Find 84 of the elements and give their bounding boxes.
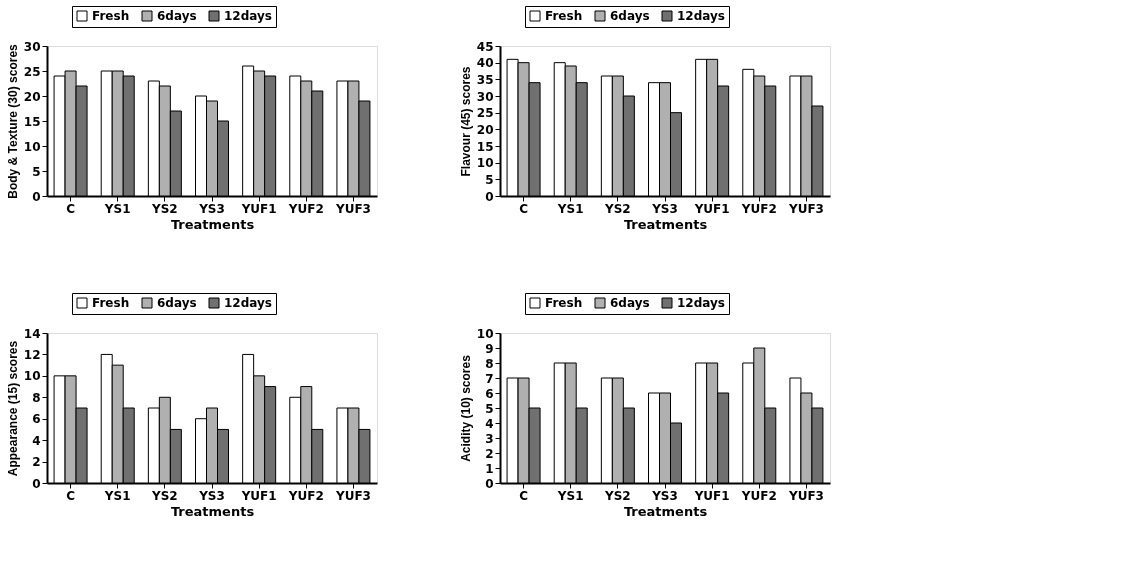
x-axis-title: Treatments: [623, 216, 708, 232]
legend-label: Fresh: [545, 296, 583, 310]
y-tick-label: 7: [485, 371, 494, 386]
y-axis-title: Acidity (10) scores: [458, 354, 473, 462]
x-tick-label: YS1: [556, 488, 584, 503]
y-tick-label: 9: [485, 341, 494, 356]
y-tick-label: 1: [485, 461, 494, 476]
y-tick-label: 2: [32, 455, 41, 470]
x-tick-label: YUF3: [787, 201, 824, 216]
x-tick-label: YS3: [198, 488, 225, 503]
y-tick-label: 8: [32, 390, 41, 405]
x-tick-label: YS2: [604, 488, 631, 503]
legend-label: 12days: [224, 296, 272, 310]
x-tick-label: YUF2: [740, 201, 777, 216]
y-tick-label: 10: [23, 369, 41, 384]
y-tick-label: 35: [476, 72, 494, 87]
y-tick-label: 10: [23, 139, 41, 154]
x-tick-label: YUF3: [787, 488, 824, 503]
y-tick-label: 3: [485, 431, 494, 446]
x-tick-label: YUF1: [693, 201, 730, 216]
legend-label: 12days: [224, 9, 272, 23]
y-tick-label: 5: [485, 401, 494, 416]
x-tick-label: C: [66, 201, 76, 216]
y-tick-label: 25: [476, 106, 494, 121]
x-tick-label: YS1: [103, 488, 131, 503]
y-tick-label: 4: [485, 416, 494, 431]
y-tick-label: 15: [23, 114, 41, 129]
legend-label: 6days: [610, 296, 650, 310]
y-tick-label: 20: [476, 122, 494, 137]
y-tick-label: 12: [23, 347, 41, 362]
y-tick-label: 0: [485, 189, 494, 204]
legend-label: 6days: [157, 9, 197, 23]
legend-label: 12days: [677, 296, 725, 310]
y-tick-label: 30: [23, 39, 41, 54]
x-tick-label: YUF1: [693, 488, 730, 503]
legend-label: Fresh: [92, 9, 130, 23]
x-axis-title: Treatments: [170, 503, 255, 519]
x-tick-label: YS1: [556, 201, 584, 216]
y-axis-title: Body & Texture (30) scores: [5, 43, 20, 199]
y-tick-label: 0: [485, 476, 494, 491]
y-tick-label: 5: [485, 172, 494, 187]
x-axis-title: Treatments: [623, 503, 708, 519]
x-tick-label: YUF1: [240, 201, 277, 216]
x-tick-label: YS2: [604, 201, 631, 216]
legend-label: Fresh: [92, 296, 130, 310]
x-tick-label: YS3: [198, 201, 225, 216]
y-axis-title: Appearance (15) scores: [5, 340, 20, 477]
x-tick-label: YS2: [151, 201, 178, 216]
y-tick-label: 4: [32, 433, 41, 448]
y-tick-label: 30: [476, 89, 494, 104]
legend-label: 12days: [677, 9, 725, 23]
x-tick-label: YS2: [151, 488, 178, 503]
y-tick-label: 6: [32, 412, 41, 427]
y-tick-label: 0: [32, 476, 41, 491]
x-tick-label: YUF2: [287, 488, 324, 503]
x-tick-label: C: [519, 488, 529, 503]
y-tick-label: 45: [476, 39, 494, 54]
legend-label: Fresh: [545, 9, 583, 23]
x-axis-title: Treatments: [170, 216, 255, 232]
x-tick-label: YUF2: [740, 488, 777, 503]
y-tick-label: 0: [32, 189, 41, 204]
x-tick-label: YS3: [651, 201, 678, 216]
y-tick-label: 20: [23, 89, 41, 104]
legend-label: 6days: [610, 9, 650, 23]
x-tick-label: YUF1: [240, 488, 277, 503]
y-tick-label: 15: [476, 139, 494, 154]
y-tick-label: 6: [485, 386, 494, 401]
y-tick-label: 25: [23, 64, 41, 79]
y-axis-title: Flavour (45) scores: [458, 66, 473, 177]
y-tick-label: 14: [23, 326, 41, 341]
y-tick-label: 10: [476, 326, 494, 341]
x-tick-label: C: [66, 488, 76, 503]
y-tick-label: 10: [476, 156, 494, 171]
x-tick-label: YS1: [103, 201, 131, 216]
x-tick-label: C: [519, 201, 529, 216]
y-tick-label: 8: [485, 356, 494, 371]
x-tick-label: YUF3: [334, 488, 371, 503]
legend-label: 6days: [157, 296, 197, 310]
y-tick-label: 5: [32, 164, 41, 179]
y-tick-label: 2: [485, 446, 494, 461]
x-tick-label: YUF2: [287, 201, 324, 216]
x-tick-label: YS3: [651, 488, 678, 503]
x-tick-label: YUF3: [334, 201, 371, 216]
y-tick-label: 40: [476, 56, 494, 71]
